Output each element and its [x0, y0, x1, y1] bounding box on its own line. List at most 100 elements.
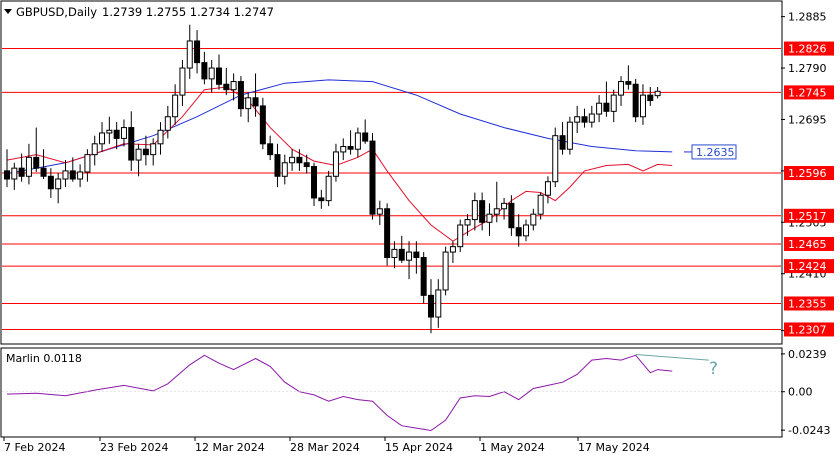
candle-body-bull	[486, 213, 493, 223]
candle	[201, 51, 208, 85]
candle-body-bull	[464, 219, 471, 226]
candle	[318, 189, 325, 209]
candle	[442, 246, 449, 296]
level-price-label: 1.2596	[788, 167, 827, 180]
candle	[259, 97, 266, 150]
oscillator-axis-label: 0.0239	[788, 348, 827, 361]
axes-layer: 1.28851.27901.26951.26001.25051.24101.23…	[3, 11, 834, 454]
candle-body-bear	[318, 197, 325, 202]
candle-body-bull	[172, 94, 179, 118]
price-axis-label: 1.2790	[788, 62, 827, 75]
date-axis-label: 7 Feb 2024	[4, 441, 65, 454]
candles-layer	[4, 24, 661, 334]
candle	[267, 135, 274, 161]
candle	[501, 197, 508, 220]
candle-body-bull	[150, 143, 157, 156]
candle	[464, 214, 471, 236]
candle	[457, 219, 464, 253]
candle-body-bear	[33, 156, 40, 169]
candle-body-bull	[449, 246, 456, 253]
candle	[493, 181, 500, 223]
candle	[486, 203, 493, 236]
candle-body-bull	[501, 202, 508, 210]
candle	[33, 127, 40, 172]
candle-body-bull	[654, 90, 661, 97]
candle	[289, 149, 296, 171]
candle-body-bear	[581, 116, 588, 123]
candle	[252, 73, 259, 117]
candle-body-bull	[596, 102, 603, 115]
candle-body-bull	[55, 178, 62, 190]
candle	[610, 89, 617, 123]
candle	[172, 84, 179, 125]
date-axis-label: 12 Mar 2024	[195, 441, 265, 454]
candle	[413, 241, 420, 274]
candle-body-bull	[106, 129, 113, 134]
candle	[194, 30, 201, 74]
level-price-label: 1.2745	[788, 86, 827, 99]
candle	[639, 84, 646, 125]
candle-body-bear	[625, 81, 632, 85]
candle-body-bear	[347, 146, 354, 150]
candle	[471, 192, 478, 231]
candle	[479, 192, 486, 231]
candle	[40, 149, 47, 179]
candle	[296, 149, 303, 171]
candle	[427, 279, 434, 334]
candle-body-bull	[62, 170, 69, 180]
candle	[362, 119, 369, 144]
candle	[4, 149, 10, 188]
candle-body-bull	[11, 167, 18, 180]
candle	[552, 127, 559, 188]
candle-body-bull	[544, 181, 551, 196]
candle	[91, 135, 98, 166]
candle	[69, 157, 76, 182]
candle	[530, 208, 537, 231]
level-price-badge	[784, 41, 834, 56]
candle-body-bear	[47, 175, 54, 190]
candle-body-bear	[69, 170, 76, 180]
candle	[186, 24, 193, 79]
date-axis-label: 23 Feb 2024	[100, 441, 168, 454]
candle-body-bear	[18, 167, 25, 177]
candle	[99, 122, 106, 152]
candle-body-bear	[508, 202, 515, 229]
candle-body-bull	[208, 67, 215, 80]
date-axis-label: 28 Mar 2024	[290, 441, 360, 454]
candle-body-bull	[99, 132, 106, 145]
level-price-label: 1.2355	[788, 297, 827, 310]
candle-body-bull	[537, 194, 544, 215]
level-price-badge	[784, 259, 834, 274]
candle-body-bull	[552, 135, 559, 183]
candle	[62, 160, 69, 188]
candle	[25, 143, 32, 185]
candle	[18, 153, 25, 182]
marlin-oscillator-line	[6, 354, 673, 432]
candle	[47, 168, 54, 198]
candle-body-bull	[435, 289, 442, 318]
candle	[245, 92, 252, 123]
candle-body-bear	[559, 135, 566, 150]
candle	[566, 116, 573, 155]
candle-body-bull	[332, 151, 339, 177]
candle	[311, 162, 318, 207]
candle-body-bull	[179, 67, 186, 96]
candle	[406, 241, 413, 280]
level-price-label: 1.2517	[788, 210, 827, 223]
candle-body-bull	[325, 175, 332, 202]
candle-body-bear	[223, 83, 230, 91]
candle-body-bear	[515, 227, 522, 237]
candle-body-bull	[281, 162, 288, 177]
candle	[632, 78, 639, 123]
candle	[11, 162, 18, 190]
symbol-menu-triangle-icon[interactable]	[4, 9, 12, 14]
level-price-badge	[784, 208, 834, 223]
candle-body-bear	[194, 40, 201, 64]
candle	[449, 241, 456, 263]
candle	[376, 200, 383, 226]
candle-body-bull	[135, 148, 142, 161]
candle	[120, 119, 127, 147]
ma-value-badge	[691, 144, 737, 160]
price-axis-label: 1.2695	[788, 113, 827, 126]
